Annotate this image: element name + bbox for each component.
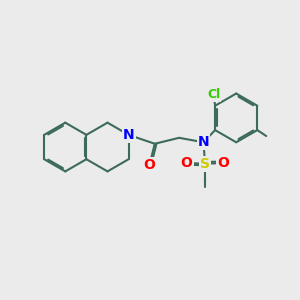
Text: O: O bbox=[143, 158, 155, 172]
Text: S: S bbox=[200, 157, 210, 171]
Text: N: N bbox=[198, 135, 209, 149]
Text: N: N bbox=[123, 128, 134, 142]
Text: Cl: Cl bbox=[207, 88, 220, 101]
Text: O: O bbox=[218, 156, 230, 170]
Text: O: O bbox=[181, 156, 193, 170]
